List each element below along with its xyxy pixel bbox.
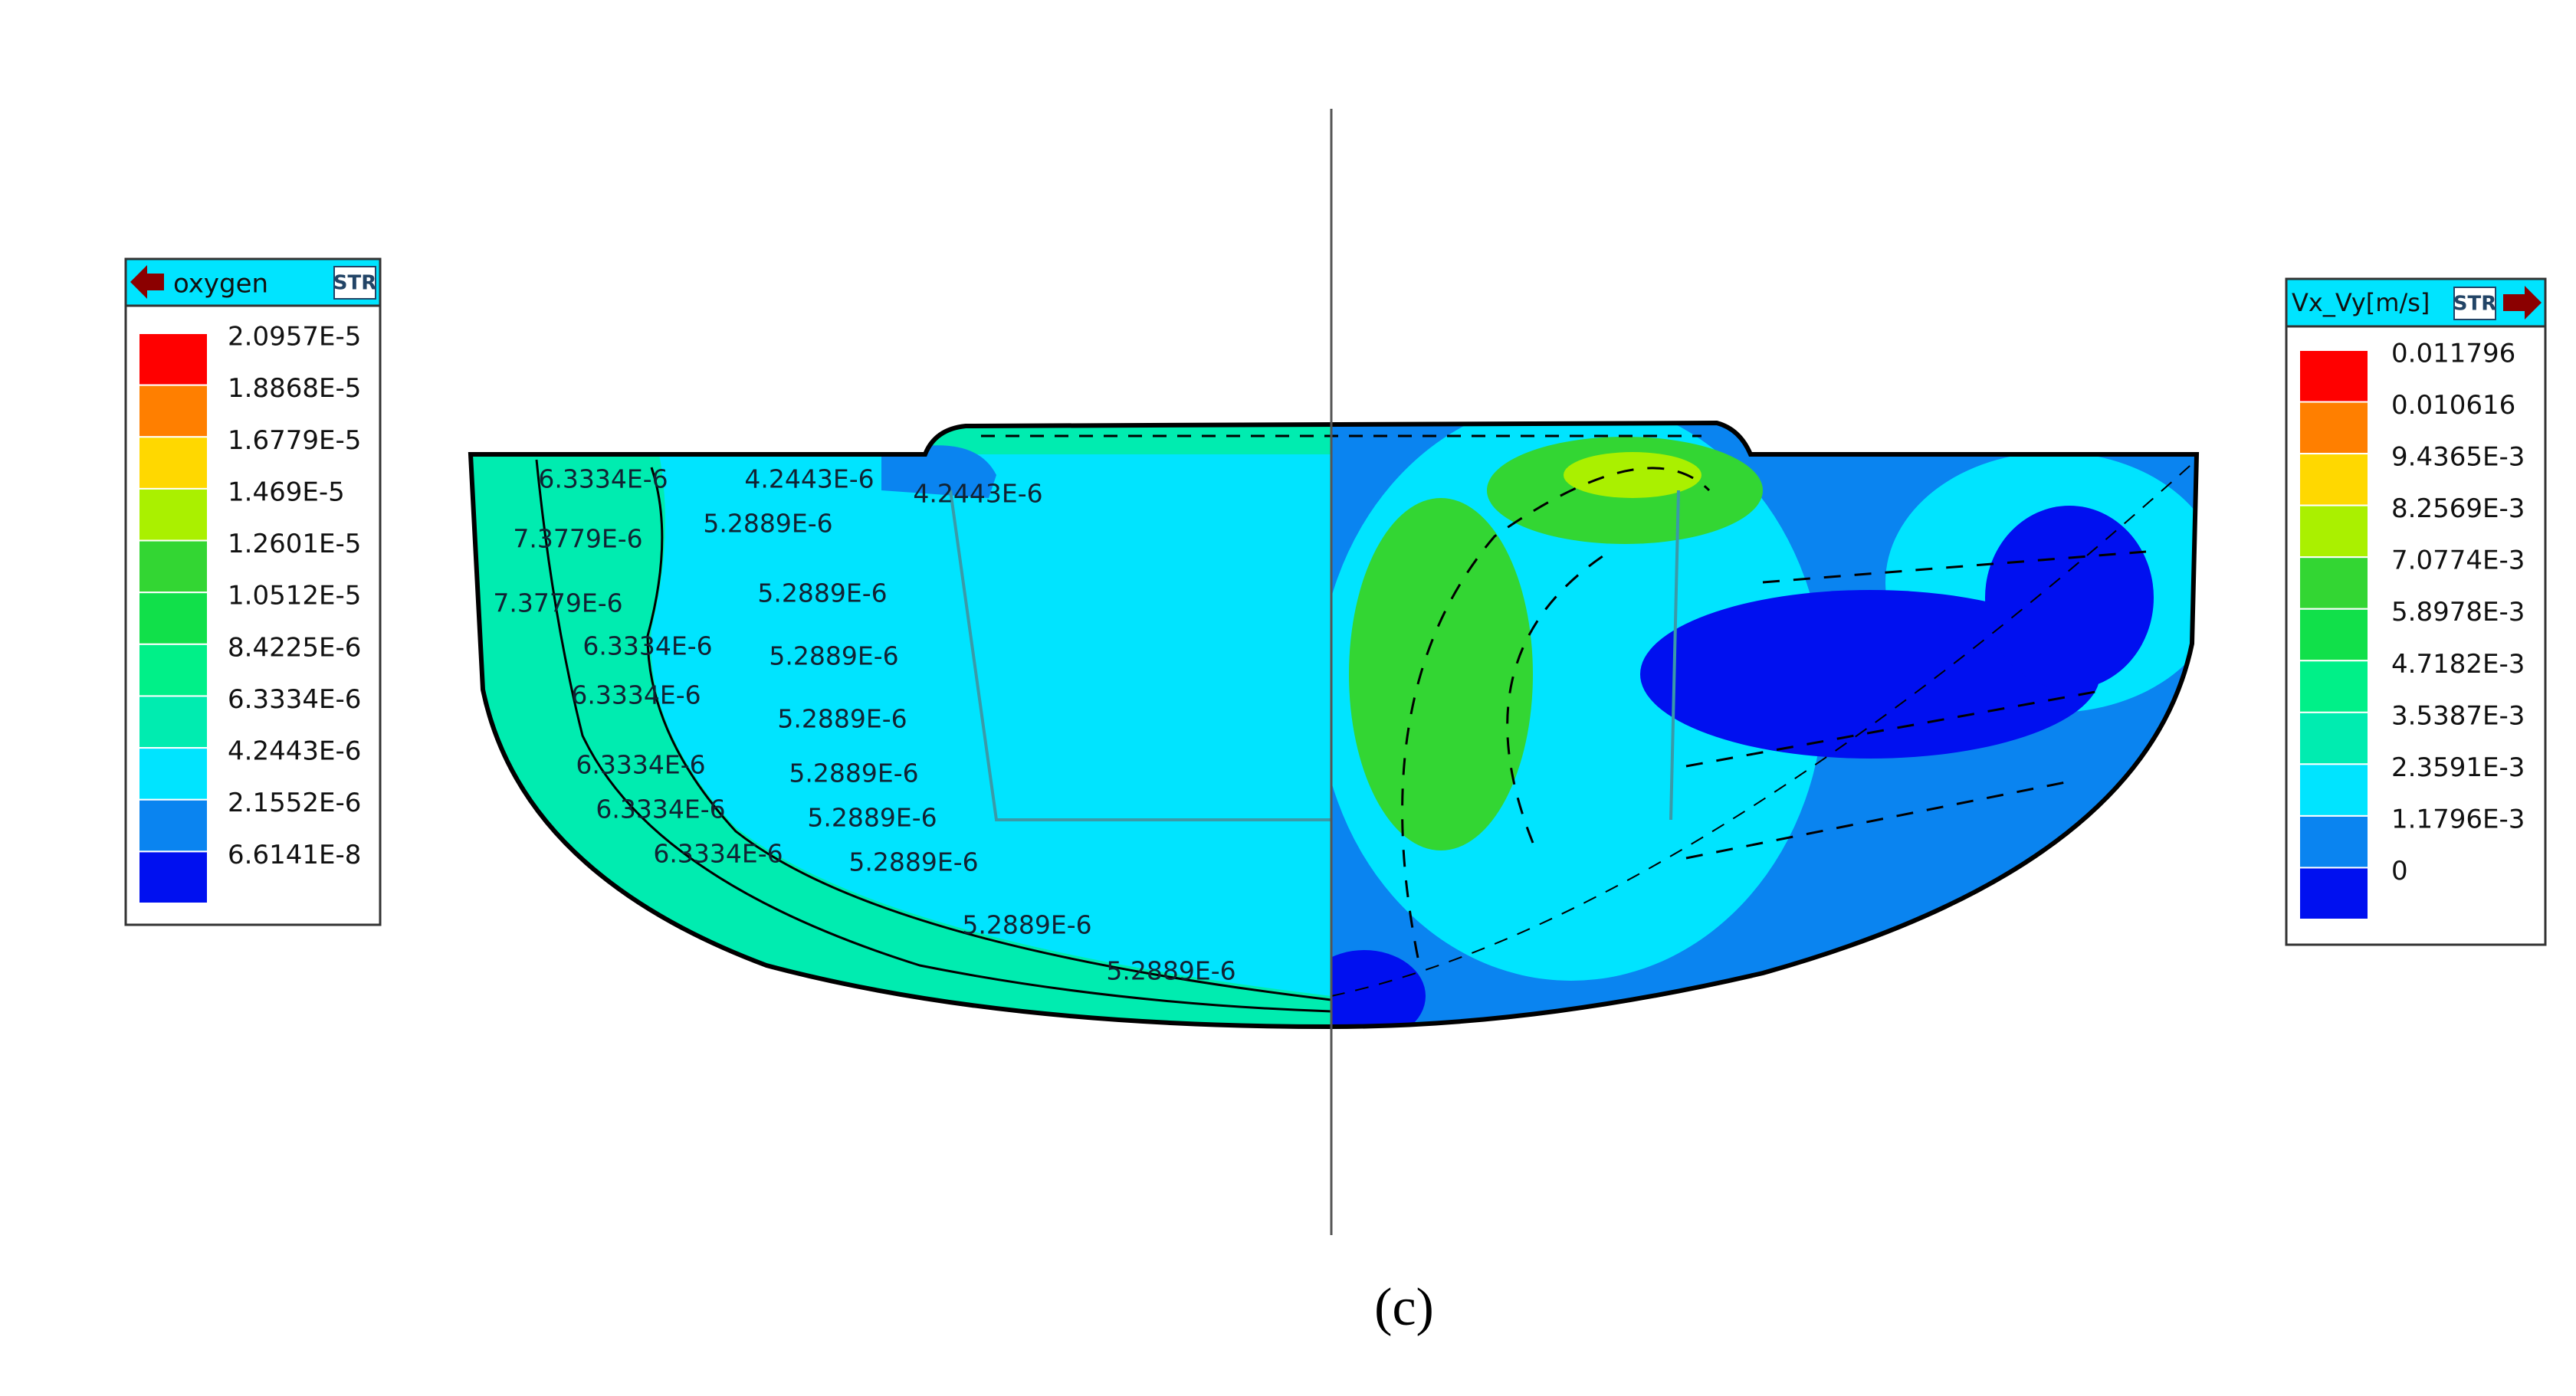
contour-label: 5.2889E-6 <box>757 578 887 608</box>
legend-label: 8.4225E-6 <box>228 632 361 663</box>
legend-label: 0.011796 <box>2391 339 2515 369</box>
legend-label: 2.1552E-6 <box>228 788 361 818</box>
legend-label: 4.2443E-6 <box>228 736 361 767</box>
contour-label: 6.3334E-6 <box>596 795 725 824</box>
legend-swatch <box>2299 660 2369 713</box>
legend-swatch <box>138 436 208 490</box>
legend-swatch <box>2299 608 2369 662</box>
contour-label: 5.2889E-6 <box>777 704 907 734</box>
legend-label: 6.3334E-6 <box>228 684 361 715</box>
legend-label: 0 <box>2391 856 2408 886</box>
contour-label: 5.2889E-6 <box>769 641 898 671</box>
legend-label: 1.6779E-5 <box>228 425 361 456</box>
legend-swatch <box>138 333 208 386</box>
contour-label: 6.3334E-6 <box>538 464 668 494</box>
legend-header <box>2285 277 2547 328</box>
contour-label: 7.3779E-6 <box>513 524 642 554</box>
legend-swatch <box>2299 867 2369 921</box>
caption: (c) <box>1374 1278 1434 1337</box>
legend-label: 1.8868E-5 <box>228 373 361 404</box>
legend-label: 2.3591E-3 <box>2391 752 2525 783</box>
contour-label: 4.2443E-6 <box>913 479 1042 509</box>
legend-swatch <box>138 384 208 438</box>
legend-swatch <box>2299 763 2369 817</box>
arrow-icon[interactable] <box>2503 286 2542 320</box>
legend-swatch <box>138 643 208 697</box>
contour-label: 5.2889E-6 <box>962 910 1091 940</box>
contour-label: 6.3334E-6 <box>576 750 705 780</box>
legend-label: 4.7182E-3 <box>2391 649 2525 680</box>
legend-swatch <box>138 850 208 905</box>
legend-label: 1.469E-5 <box>228 477 345 507</box>
legend-label: 0.010616 <box>2391 390 2515 421</box>
legend-swatch <box>2299 504 2369 559</box>
legend-label: 5.8978E-3 <box>2391 597 2525 628</box>
legend-label: 6.6141E-8 <box>228 840 361 870</box>
legend-title: Vx_Vy[m/s] <box>2292 288 2430 317</box>
legend-label: 1.2601E-5 <box>228 529 361 559</box>
badge-text: STR <box>333 272 376 295</box>
legend-swatch <box>2299 711 2369 765</box>
contour-label: 6.3334E-6 <box>653 839 783 869</box>
legend-swatch <box>138 747 208 801</box>
legend-swatch <box>138 695 208 749</box>
velocity-field <box>1331 423 2197 1027</box>
legend-swatch <box>2299 349 2369 403</box>
contour-label: 6.3334E-6 <box>571 680 701 710</box>
legend-swatch <box>2299 401 2369 455</box>
legend-swatch <box>138 591 208 645</box>
contour-label: 4.2443E-6 <box>744 464 874 494</box>
domain-outline <box>468 420 2200 1030</box>
legend-swatch <box>2299 814 2369 869</box>
legend-swatch <box>138 798 208 853</box>
contour-label: 5.2889E-6 <box>807 803 937 833</box>
legend-swatch <box>2299 556 2369 610</box>
legend-label: 2.0957E-5 <box>228 322 361 352</box>
legend-swatch <box>138 539 208 594</box>
contour-label: 7.3779E-6 <box>493 588 622 618</box>
contour-label: 5.2889E-6 <box>1106 956 1235 986</box>
legend-label: 3.5387E-3 <box>2391 700 2525 731</box>
legend-label: 9.4365E-3 <box>2391 442 2525 473</box>
badge[interactable] <box>2453 287 2496 320</box>
contour-label: 5.2889E-6 <box>703 509 832 539</box>
legend-title: oxygen <box>173 269 268 300</box>
contour-label: 5.2889E-6 <box>789 759 918 788</box>
contour-label: 5.2889E-6 <box>848 847 978 877</box>
legend-swatch <box>2299 453 2369 506</box>
badge[interactable] <box>333 266 376 300</box>
legend-label: 8.2569E-3 <box>2391 493 2525 524</box>
legend-label: 1.1796E-3 <box>2391 804 2525 834</box>
legend-swatch <box>138 487 208 542</box>
badge-text: STR <box>2453 293 2496 316</box>
arrow-icon[interactable] <box>130 265 164 299</box>
legend-label: 1.0512E-5 <box>228 581 361 611</box>
contour-label: 6.3334E-6 <box>582 631 712 661</box>
legend-label: 7.0774E-3 <box>2391 546 2525 576</box>
